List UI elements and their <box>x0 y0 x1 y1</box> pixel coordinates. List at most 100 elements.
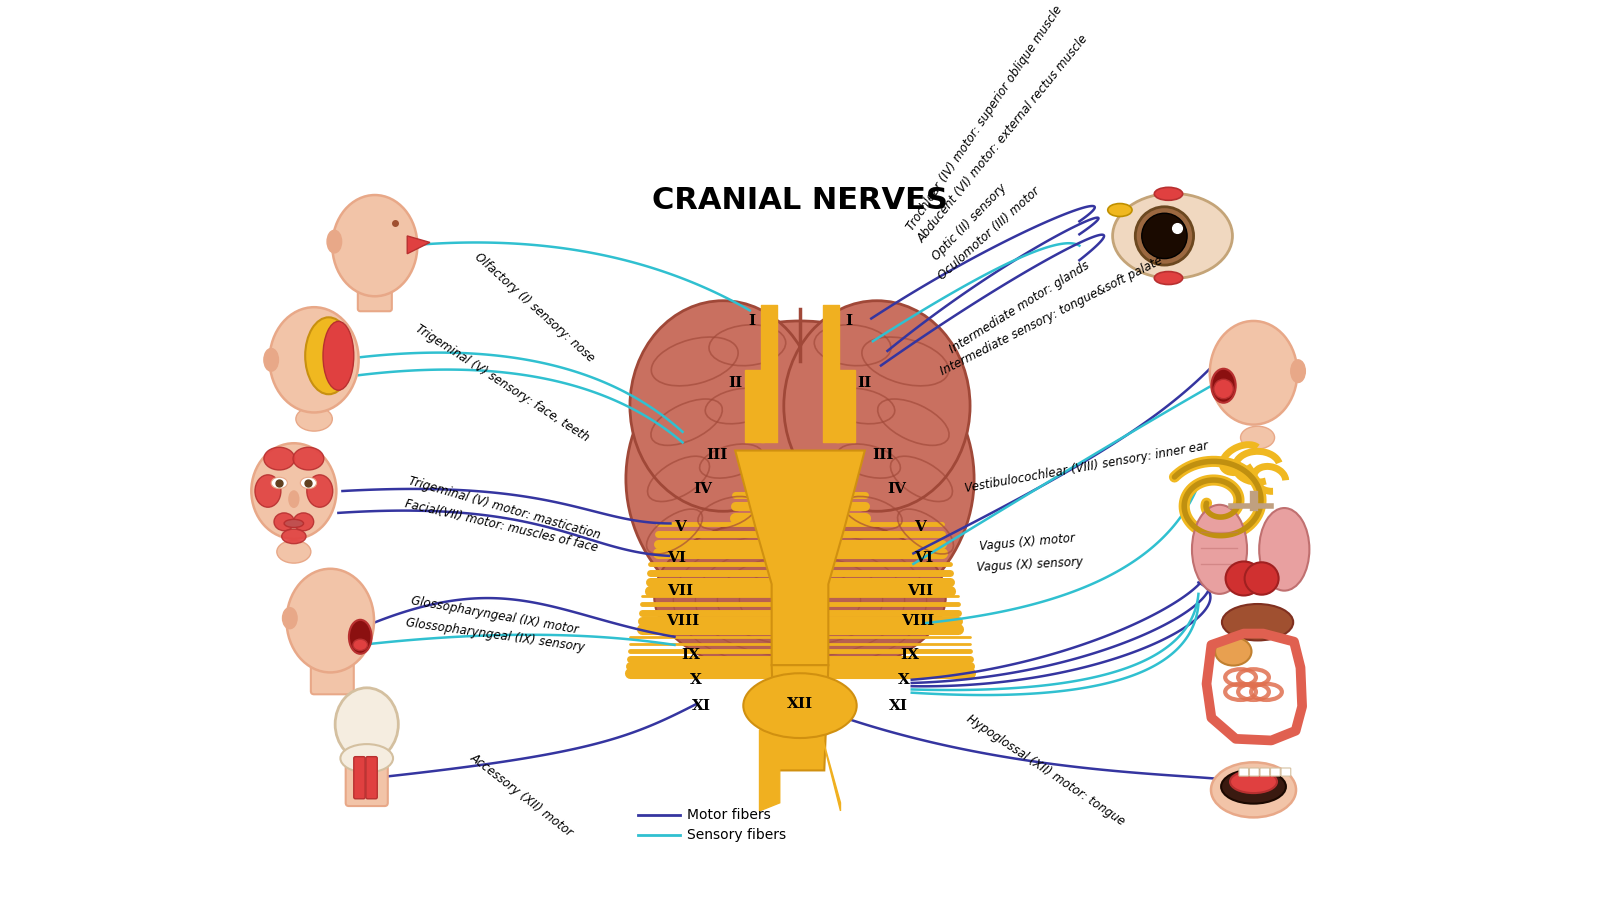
Text: Intermediate sensory: tongue&soft palate: Intermediate sensory: tongue&soft palate <box>938 254 1165 378</box>
Ellipse shape <box>269 307 358 412</box>
Ellipse shape <box>323 321 354 391</box>
Text: Vestibulocochlear (VIII) sensory: inner ear: Vestibulocochlear (VIII) sensory: inner … <box>963 439 1210 495</box>
Ellipse shape <box>349 620 371 653</box>
Ellipse shape <box>1259 508 1309 590</box>
Text: Glossopharyngeal (IX) motor: Glossopharyngeal (IX) motor <box>410 594 579 636</box>
Text: VIII: VIII <box>666 614 699 627</box>
Text: III: III <box>872 447 893 462</box>
Text: VII: VII <box>907 583 933 598</box>
Ellipse shape <box>326 230 342 253</box>
Ellipse shape <box>334 688 398 760</box>
FancyBboxPatch shape <box>310 657 354 694</box>
Ellipse shape <box>1210 321 1298 425</box>
Text: IV: IV <box>888 482 907 496</box>
Ellipse shape <box>1211 762 1296 817</box>
Text: XI: XI <box>691 698 710 713</box>
Text: I: I <box>747 314 755 328</box>
Text: Olfactory (I) sensory: nose: Olfactory (I) sensory: nose <box>472 250 597 364</box>
Text: Motor fibers: Motor fibers <box>686 808 770 822</box>
Text: Optic (II) sensory: Optic (II) sensory <box>930 182 1010 264</box>
Ellipse shape <box>270 477 288 489</box>
Ellipse shape <box>1245 562 1278 595</box>
Ellipse shape <box>264 447 294 470</box>
Polygon shape <box>837 370 854 443</box>
Text: XII: XII <box>787 697 813 711</box>
Polygon shape <box>408 236 430 254</box>
Ellipse shape <box>333 195 418 296</box>
Ellipse shape <box>274 513 294 531</box>
Ellipse shape <box>293 447 323 470</box>
Text: Vagus (X) motor: Vagus (X) motor <box>979 532 1075 554</box>
Ellipse shape <box>1230 770 1277 793</box>
Ellipse shape <box>277 540 310 563</box>
Polygon shape <box>736 451 864 665</box>
Ellipse shape <box>1291 360 1306 382</box>
Ellipse shape <box>288 491 299 508</box>
Circle shape <box>1142 213 1187 258</box>
FancyBboxPatch shape <box>358 289 392 311</box>
FancyBboxPatch shape <box>346 755 387 806</box>
Ellipse shape <box>296 407 333 431</box>
Text: IX: IX <box>682 648 701 662</box>
Circle shape <box>1214 379 1234 399</box>
Text: Hypoglossal (XII) motor: tongue: Hypoglossal (XII) motor: tongue <box>963 713 1126 829</box>
Ellipse shape <box>1112 194 1232 278</box>
Ellipse shape <box>301 477 317 489</box>
Text: CRANIAL NERVES: CRANIAL NERVES <box>653 185 947 215</box>
Ellipse shape <box>1136 207 1194 266</box>
Text: Trigeminal (V) sensory: face, teeth: Trigeminal (V) sensory: face, teeth <box>413 322 592 445</box>
Ellipse shape <box>1211 369 1235 403</box>
Ellipse shape <box>354 639 368 651</box>
FancyBboxPatch shape <box>1282 768 1291 776</box>
Text: IX: IX <box>899 648 918 662</box>
Text: Trochlear (IV) motor: superior oblique muscle: Trochlear (IV) motor: superior oblique m… <box>904 3 1066 233</box>
Text: Facial(VII) motor: muscles of face: Facial(VII) motor: muscles of face <box>403 497 598 554</box>
Ellipse shape <box>1192 505 1246 594</box>
Ellipse shape <box>254 475 282 508</box>
Text: V: V <box>914 520 926 535</box>
Ellipse shape <box>286 569 374 672</box>
Ellipse shape <box>630 301 816 511</box>
Ellipse shape <box>285 519 304 527</box>
Ellipse shape <box>306 318 352 394</box>
Text: II: II <box>728 376 742 391</box>
Text: Intermediate motor: glands: Intermediate motor: glands <box>947 258 1091 356</box>
Text: VII: VII <box>667 583 693 598</box>
FancyBboxPatch shape <box>354 757 365 799</box>
FancyBboxPatch shape <box>1259 768 1270 776</box>
Text: VI: VI <box>667 551 686 565</box>
Text: Vagus (X) sensory: Vagus (X) sensory <box>976 556 1083 574</box>
Ellipse shape <box>1222 604 1293 641</box>
Ellipse shape <box>283 608 298 629</box>
Text: IV: IV <box>693 482 712 496</box>
Text: Abducent (VI) motor: external rectus muscle: Abducent (VI) motor: external rectus mus… <box>915 32 1091 246</box>
Ellipse shape <box>1154 187 1182 201</box>
Text: Sensory fibers: Sensory fibers <box>686 828 786 842</box>
FancyBboxPatch shape <box>366 757 378 799</box>
Polygon shape <box>771 665 829 770</box>
Text: XI: XI <box>890 698 909 713</box>
Ellipse shape <box>293 513 314 531</box>
Polygon shape <box>821 730 840 811</box>
Ellipse shape <box>744 673 856 738</box>
Ellipse shape <box>264 348 278 371</box>
Ellipse shape <box>251 443 336 539</box>
FancyBboxPatch shape <box>1250 768 1259 776</box>
Ellipse shape <box>1240 427 1275 449</box>
Ellipse shape <box>307 475 333 508</box>
Ellipse shape <box>1226 562 1262 596</box>
FancyBboxPatch shape <box>1270 768 1280 776</box>
Ellipse shape <box>341 744 394 772</box>
Text: Oculomotor (III) motor: Oculomotor (III) motor <box>936 184 1042 283</box>
Text: X: X <box>691 672 702 687</box>
Polygon shape <box>760 730 779 811</box>
Ellipse shape <box>1154 272 1182 284</box>
Ellipse shape <box>1221 770 1286 804</box>
Text: Trigeminal (V) motor: mastication: Trigeminal (V) motor: mastication <box>408 474 602 542</box>
Ellipse shape <box>626 321 974 637</box>
Text: II: II <box>858 376 872 391</box>
Text: VI: VI <box>914 551 933 565</box>
Text: Accessory (XII) motor: Accessory (XII) motor <box>467 751 576 839</box>
Text: X: X <box>898 672 909 687</box>
Text: V: V <box>674 520 686 535</box>
